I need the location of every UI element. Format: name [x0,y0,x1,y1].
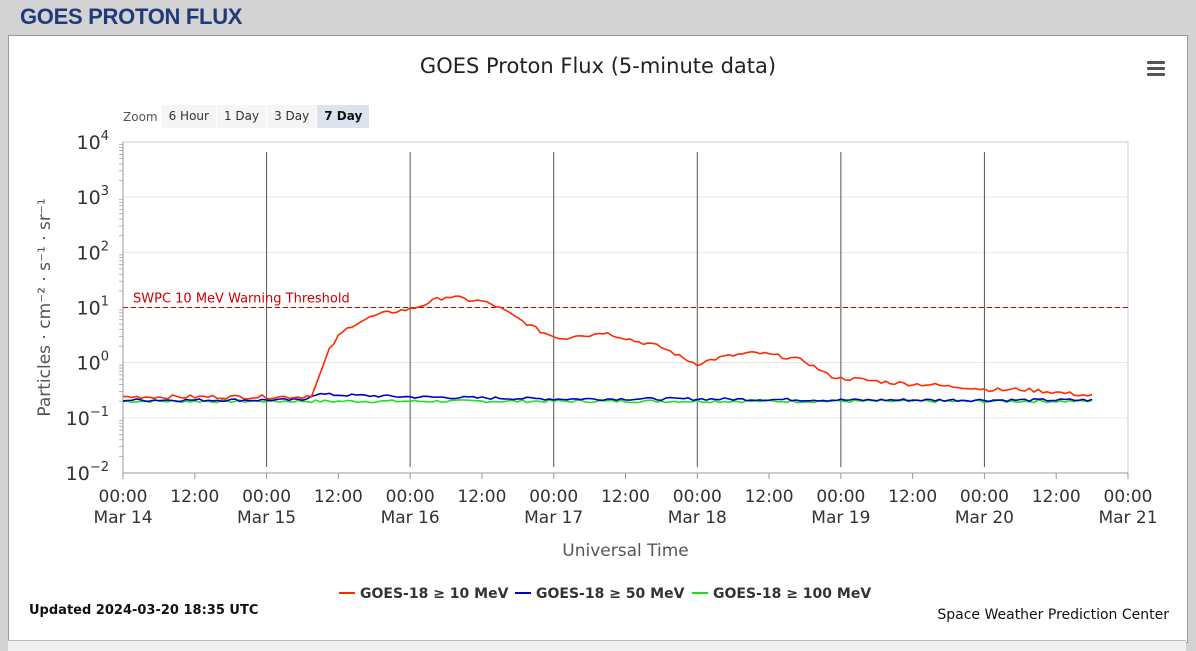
legend-label-1: GOES-18 ≥ 50 MeV [536,586,685,602]
x-tick-label: 12:00 [1032,487,1081,507]
y-tick-label: 104 [77,129,109,154]
hamburger-menu-icon[interactable] [1147,61,1165,76]
y-tick-label: 101 [77,295,109,320]
x-tick-label: 12:00 [170,487,219,507]
x-tick-label: 12:00 [888,487,937,507]
chart-title: GOES Proton Flux (5-minute data) [419,54,777,78]
x-date-label: Mar 21 [1098,508,1157,528]
x-tick-label: 12:00 [745,487,794,507]
x-tick-label: 12:00 [457,487,506,507]
y-tick-label: 10−2 [66,460,109,485]
series-line-0 [122,295,1093,400]
legend-label-2: GOES-18 ≥ 100 MeV [713,586,871,602]
y-axis-label: Particles · cm⁻² · s⁻¹ · sr⁻¹ [35,198,55,416]
zoom-controls: Zoom 6 Hour 1 Day 3 Day 7 Day [123,105,370,128]
zoom-6-hour-button[interactable]: 6 Hour [161,105,216,128]
x-date-label: Mar 20 [955,508,1014,528]
x-date-label: Mar 19 [811,508,870,528]
x-date-label: Mar 16 [381,508,440,528]
series-line-1 [122,392,1093,403]
y-tick-label: 10−1 [66,405,109,430]
zoom-3-day-button[interactable]: 3 Day [267,105,317,128]
warning-threshold-label: SWPC 10 MeV Warning Threshold [133,292,350,307]
x-date-label: Mar 15 [237,508,296,528]
x-tick-label: 00:00 [529,487,578,507]
y-tick-label: 103 [77,184,109,209]
x-tick-label: 00:00 [99,487,148,507]
zoom-7-day-button[interactable]: 7 Day [317,105,370,128]
zoom-1-day-button[interactable]: 1 Day [216,105,267,128]
updated-timestamp: Updated 2024-03-20 18:35 UTC [29,603,259,618]
x-tick-label: 00:00 [816,487,865,507]
chart-panel: GOES Proton Flux (5-minute data) Zoom 6 … [8,35,1188,643]
x-tick-label: 00:00 [960,487,1009,507]
x-axis-label: Universal Time [562,541,688,561]
x-tick-label: 00:00 [386,487,435,507]
series-line-2 [122,399,1093,404]
legend-label-0: GOES-18 ≥ 10 MeV [360,586,509,602]
x-date-label: Mar 14 [93,508,152,528]
x-tick-label: 12:00 [601,487,650,507]
x-tick-label: 00:00 [242,487,291,507]
y-tick-label: 102 [77,239,109,264]
zoom-label: Zoom [123,109,158,124]
x-tick-label: 00:00 [673,487,722,507]
x-tick-label: 12:00 [314,487,363,507]
x-date-label: Mar 17 [524,508,583,528]
x-tick-label: 00:00 [1104,487,1153,507]
x-date-label: Mar 18 [668,508,727,528]
credit-text: Space Weather Prediction Center [937,607,1169,623]
page-title: GOES PROTON FLUX [20,4,243,29]
y-tick-label: 100 [77,350,109,375]
